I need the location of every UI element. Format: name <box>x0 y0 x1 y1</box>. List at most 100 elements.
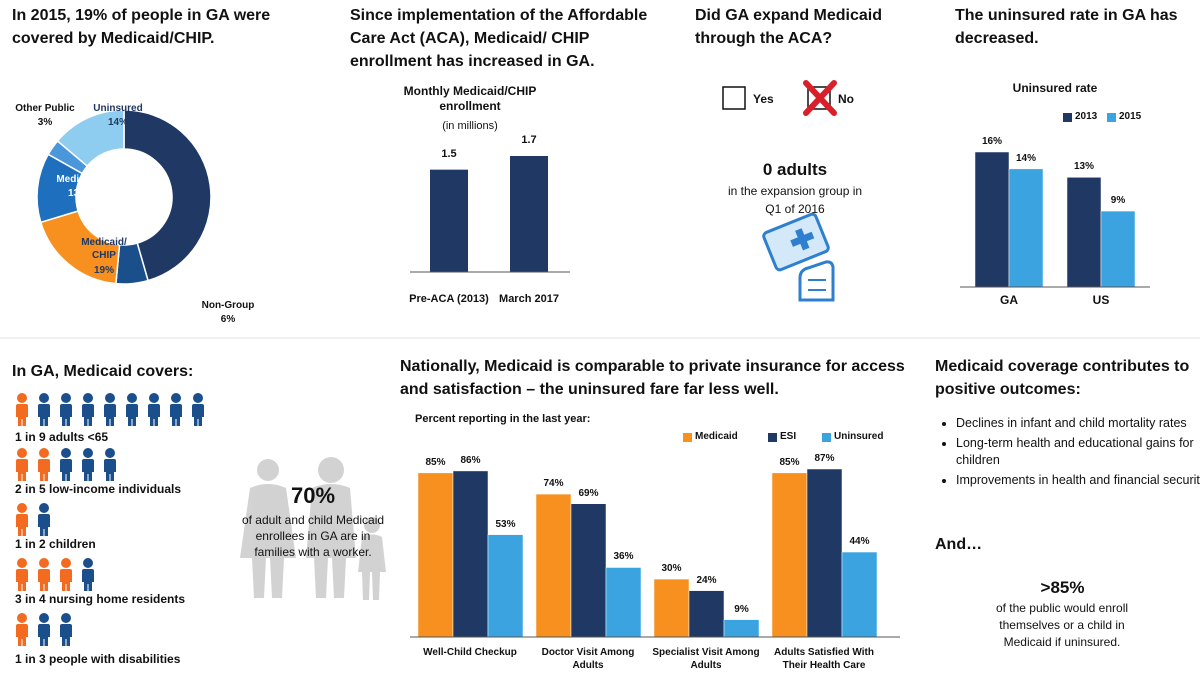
figure: >85% <box>1040 578 1085 597</box>
value-label: 1.7 <box>521 134 537 146</box>
caption: of the public would enroll themselves or… <box>995 601 1129 649</box>
value-label: 69% <box>578 487 599 499</box>
person-head <box>61 393 71 403</box>
value-label: 9% <box>1110 195 1126 207</box>
person-icon <box>82 448 94 481</box>
bar <box>487 534 524 638</box>
person-icon <box>16 448 28 481</box>
legend-label: 2013 <box>1075 111 1098 122</box>
person-head <box>127 393 137 403</box>
family-silhouette <box>240 457 386 600</box>
value-label: 44% <box>849 536 870 548</box>
value-label: 86% <box>460 454 481 466</box>
group-label: 3 in 4 nursing home residents <box>15 592 186 606</box>
caption: in the expansion group in Q1 of 2016 <box>727 184 863 216</box>
x-tick-label: Specialist Visit Among Adults <box>652 647 760 671</box>
person-icon <box>60 448 72 481</box>
bar <box>771 472 808 638</box>
donut-slice <box>56 109 125 168</box>
person-icon <box>60 558 72 591</box>
person-body <box>38 404 50 426</box>
x-tick-label: GA <box>1000 293 1018 307</box>
bar <box>653 578 690 638</box>
person-body <box>38 624 50 646</box>
value-label: 1.5 <box>441 147 457 160</box>
person-head <box>171 393 181 403</box>
person-head <box>17 393 27 403</box>
person-head <box>61 558 71 568</box>
person-body <box>38 569 50 591</box>
person-icon <box>104 393 116 426</box>
value-label: 16% <box>981 136 1002 147</box>
value-label: 85% <box>425 456 446 468</box>
person-body <box>192 404 204 426</box>
person-head <box>39 448 49 458</box>
person-head <box>39 613 49 623</box>
heading: In 2015, 19% of people in GA were covere… <box>12 7 271 47</box>
slice-value: 13% <box>67 188 88 199</box>
legend-swatch <box>1063 113 1072 122</box>
bar <box>430 169 468 272</box>
person-head <box>193 393 203 403</box>
person-icon <box>16 558 28 591</box>
legend-swatch <box>1107 113 1116 122</box>
bar <box>841 551 878 638</box>
group-label: 1 in 9 adults <65 <box>15 430 109 444</box>
slice-label: Uninsured <box>93 103 143 114</box>
bar <box>974 151 1010 288</box>
value-label: 24% <box>696 574 717 586</box>
bullet: Long-term health and educational gains f… <box>956 435 1200 469</box>
person-icon <box>192 393 204 426</box>
person-icon <box>170 393 182 426</box>
donut-slice <box>123 109 212 282</box>
bar <box>510 156 548 272</box>
x-tick-label: March 2017 <box>499 293 559 305</box>
person-head <box>17 613 27 623</box>
slice-label: Non-Group <box>201 300 255 311</box>
bar <box>1008 168 1044 288</box>
person-icon <box>38 448 50 481</box>
person-head <box>105 393 115 403</box>
x-tick-label: US <box>1092 293 1110 307</box>
option-label: No <box>838 92 854 106</box>
person-body <box>82 459 94 481</box>
legend-swatch <box>822 433 831 442</box>
person-body <box>16 624 28 646</box>
chart-title: Uninsured rate <box>1012 81 1098 95</box>
bullet: Declines in infant and child mortality r… <box>956 415 1200 432</box>
bar <box>688 590 725 638</box>
heading: Since implementation of the Affordable C… <box>350 7 648 70</box>
x-tick-label: Well-Child Checkup <box>423 647 517 658</box>
person-icon <box>16 503 28 536</box>
figure: 0 adults <box>762 160 828 179</box>
heading: The uninsured rate in GA has decreased. <box>955 7 1178 47</box>
legend-label: Uninsured <box>834 431 884 442</box>
heading: Medicaid coverage contributes to positiv… <box>935 358 1190 398</box>
person-head <box>83 448 93 458</box>
slice-value: 3% <box>37 117 53 128</box>
person-body <box>82 404 94 426</box>
value-label: 14% <box>1015 152 1036 164</box>
person-body <box>16 459 28 481</box>
slice-value: 6% <box>220 314 236 325</box>
legend-label: ESI <box>780 431 797 442</box>
group-label: 2 in 5 low-income individuals <box>15 482 182 496</box>
person-icon <box>38 558 50 591</box>
person-body <box>104 404 116 426</box>
x-tick-label: Doctor Visit Among Adults <box>541 647 635 671</box>
person-icon <box>38 503 50 536</box>
slice-label: Employer <box>221 171 267 182</box>
x-tick-label: Pre-ACA (2013) <box>409 293 489 305</box>
person-body <box>16 569 28 591</box>
person-head <box>105 448 115 458</box>
bar <box>417 472 454 638</box>
person-icon <box>82 558 94 591</box>
value-label: 53% <box>495 518 516 530</box>
person-head <box>39 393 49 403</box>
chart-title: Percent reporting in the last year: <box>415 413 591 425</box>
heading: In GA, Medicaid covers: <box>12 363 194 380</box>
legend-swatch <box>683 433 692 442</box>
person-icon <box>60 393 72 426</box>
person-body <box>82 569 94 591</box>
